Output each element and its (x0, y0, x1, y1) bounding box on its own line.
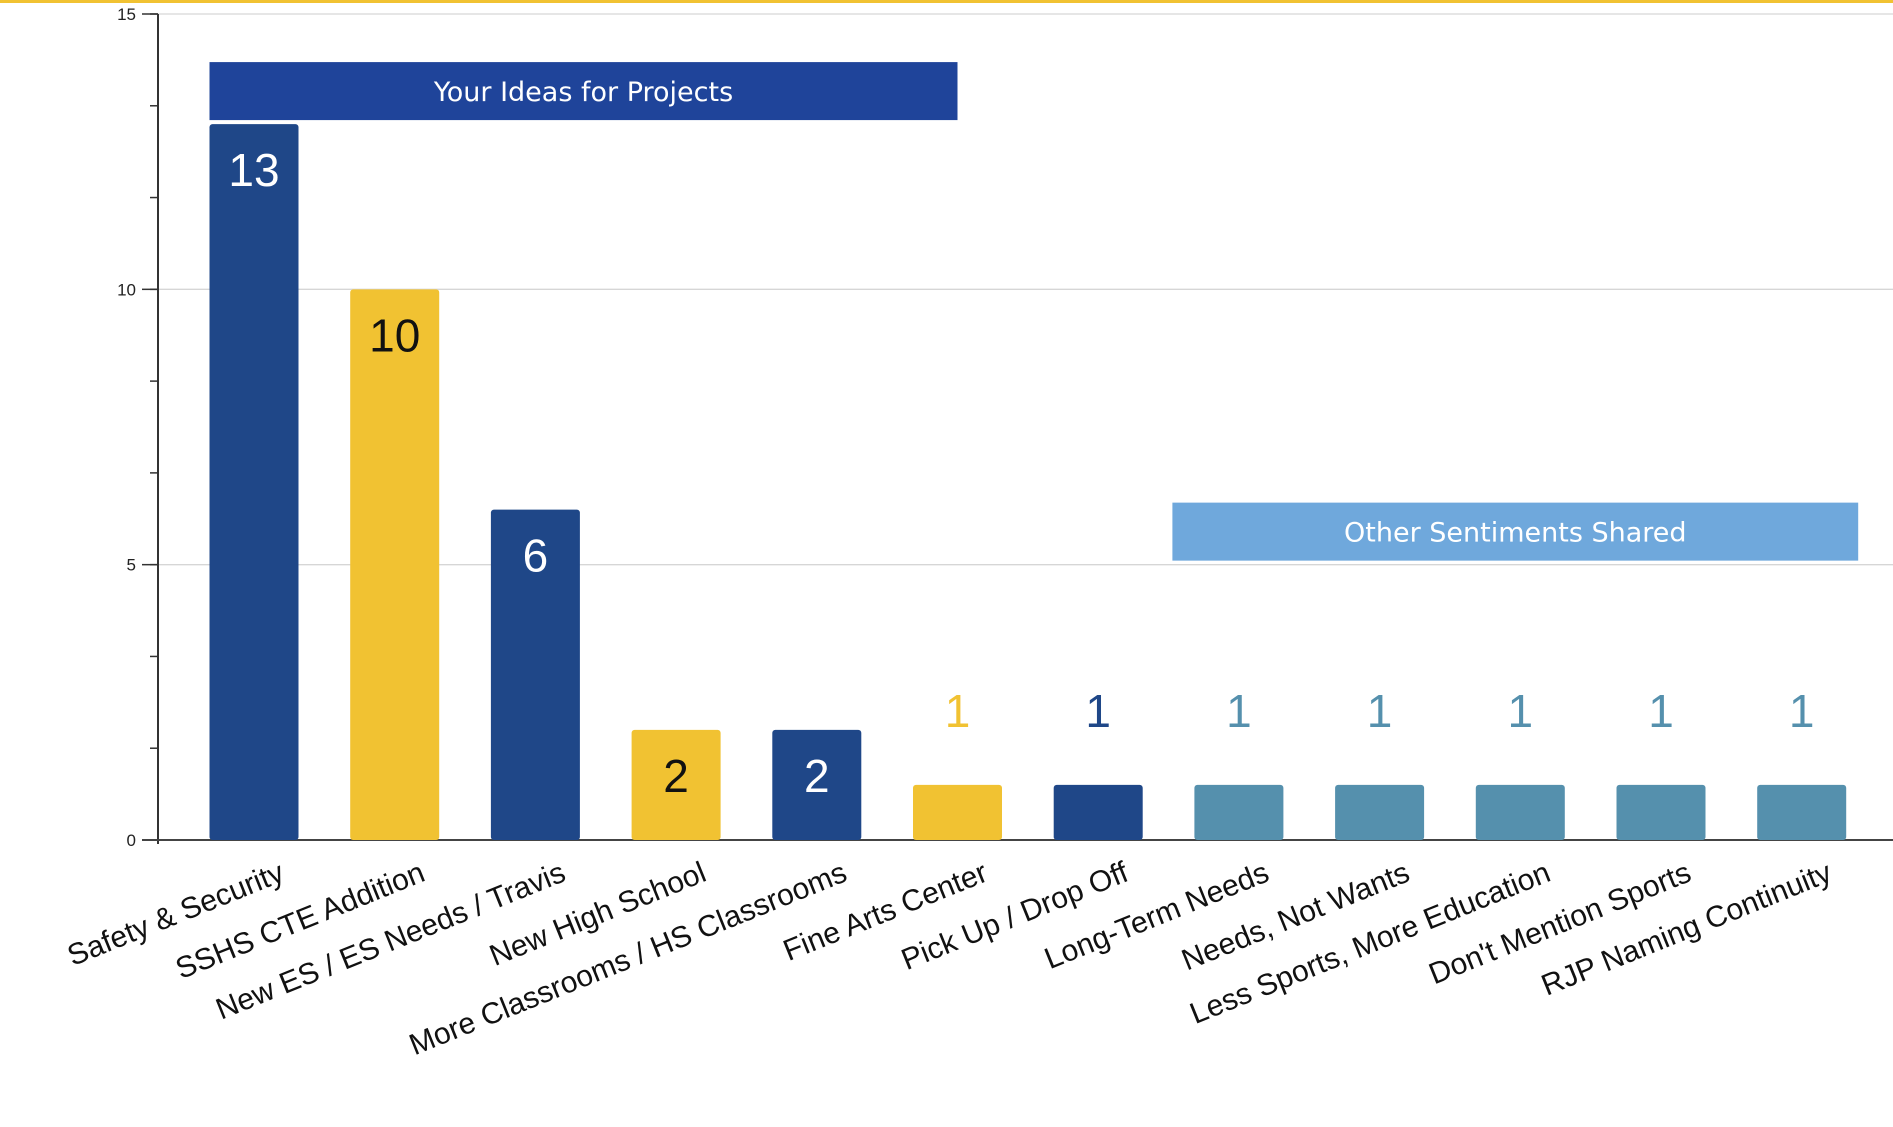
bar-value-label: 10 (369, 309, 420, 361)
bar-value-label: 13 (228, 144, 279, 196)
annotation-banner (1172, 502, 1859, 561)
bar-value-label: 2 (804, 750, 830, 802)
bar (913, 784, 1002, 840)
bar (631, 729, 721, 840)
y-tick-label: 0 (127, 831, 136, 850)
annotation-banner-text: Your Ideas for Projects (433, 77, 733, 108)
y-tick-label: 5 (127, 556, 136, 575)
bar (350, 289, 440, 840)
bar-value-label: 1 (1226, 685, 1252, 737)
bar-value-label: 2 (663, 750, 689, 802)
bar (1475, 784, 1565, 840)
y-tick-label: 15 (117, 5, 136, 24)
bar-value-label: 1 (1508, 685, 1534, 737)
bar-value-label: 1 (1648, 685, 1674, 737)
top-border (0, 0, 1893, 3)
bar (1335, 784, 1425, 840)
bar-value-label: 1 (1789, 685, 1815, 737)
bar-value-label: 6 (523, 530, 549, 582)
y-tick-label: 10 (117, 280, 136, 299)
bar (1053, 784, 1143, 840)
bar (209, 124, 299, 841)
bar (1616, 784, 1706, 840)
annotation-banner (209, 62, 958, 121)
bar (490, 509, 580, 840)
bar-value-label: 1 (1085, 685, 1111, 737)
bar (1757, 784, 1847, 840)
bar-value-label: 1 (1367, 685, 1393, 737)
x-category-label: Pick Up / Drop Off (897, 856, 1134, 977)
bar (1194, 784, 1284, 840)
bar-value-label: 1 (945, 685, 971, 737)
annotation-banner-text: Other Sentiments Shared (1344, 518, 1687, 549)
bar (772, 729, 862, 840)
